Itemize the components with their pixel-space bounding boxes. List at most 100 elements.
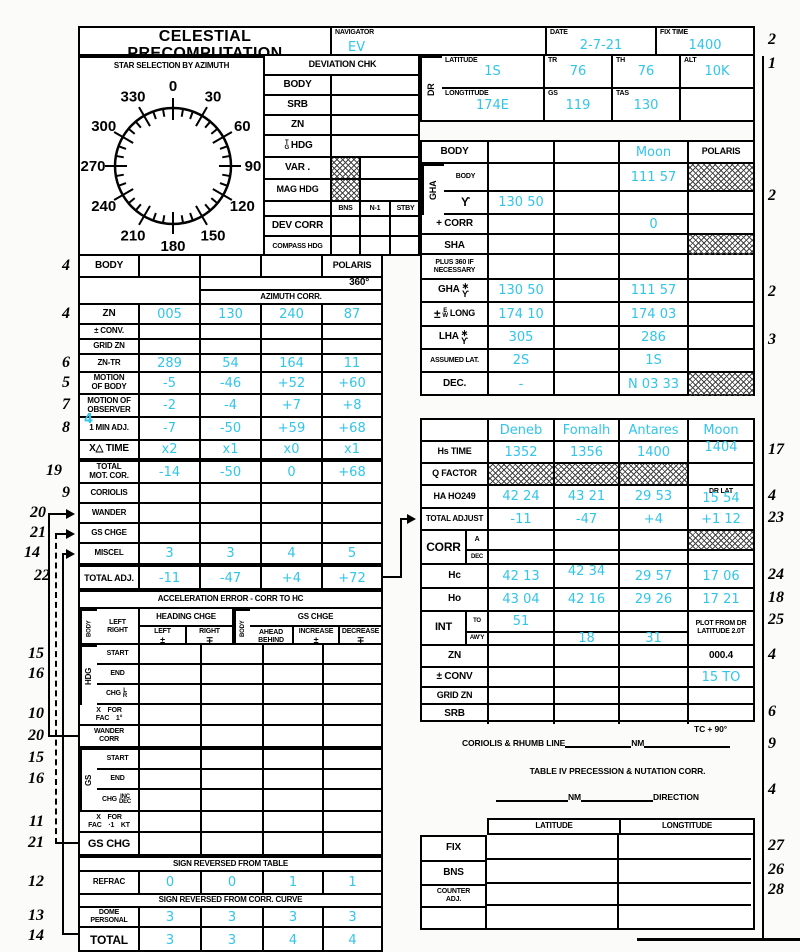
cell: -47 [555,509,620,531]
wander-corr-label: WANDER CORR [80,726,140,748]
svg-text:270: 270 [80,158,105,175]
row-label: DEV CORR [265,217,332,237]
cell: 286 [620,327,689,350]
heading-chge-header: HEADING CHGE [140,609,234,627]
cell: 4 [262,544,323,565]
deviation-chk-title: DEVIATION CHK [265,56,420,76]
cell [264,645,324,665]
col-label-n1: N-1 [361,202,391,217]
step-number: 13 [28,907,44,924]
step-number: 25 [768,611,784,628]
fix-label: FIX [422,837,485,862]
step-number: 4 [62,305,70,322]
star-selection-box: STAR SELECTION BY AZIMUTH [78,56,265,256]
cell: 3 [264,908,324,928]
connector-gschge [55,842,78,844]
cell [332,116,420,136]
date-value: 2-7-21 [579,37,623,53]
cell: 29 53 [620,486,689,509]
azimuth-corr-label: AZIMUTH CORR. [201,291,381,305]
corr-label: CORR [422,531,467,565]
connector-miscel [62,933,78,935]
cell [264,770,324,790]
shot-table: Deneb Fomalh Antares Moon Hs TIME 1352 1356 1… [420,418,755,724]
connector-total-adj [383,576,402,578]
cell: x1 [201,441,262,460]
sha-label: SHA [422,235,489,257]
cell [489,633,555,646]
form-header: CELESTIAL PRECOMPUTATION NAVIGATOR EV DAT… [78,26,755,65]
longitude-field: LONGTITUDE 174E [442,89,545,122]
cell: 0 [140,872,202,895]
cell [332,96,420,116]
cell: +60 [323,373,381,395]
cell [489,255,555,280]
cell [140,726,202,748]
cell: 42 16 [555,589,620,612]
cell: -2 [140,395,201,418]
row-label: START [97,645,140,665]
connector-miscel [62,553,64,935]
svg-text:300: 300 [91,118,116,135]
step-number: 2 [768,187,776,204]
bottom-right-rule [637,938,800,941]
svg-text:150: 150 [200,227,225,244]
cell: -50 [201,460,262,484]
cell: 17 21 [689,589,753,612]
cell: 0 [262,460,323,484]
step-number: 14 [24,544,40,561]
cell [201,504,262,524]
step-number: 9 [62,484,70,501]
fix-values [487,835,755,930]
cell [555,705,620,724]
row-label: CHG INC DEC [97,790,140,812]
cell: 51 [489,612,555,633]
cell: 3 [324,908,381,928]
cell [620,255,689,280]
row-label: MISCEL [80,544,140,565]
step-number: 22 [34,567,50,584]
gs-chge-header: GS CHGE [250,609,381,627]
plot-from-note: PLOT FROM DR LATITUDE 2.0T [689,612,753,646]
cell [619,906,751,930]
blank-line [581,792,654,802]
cell [324,770,381,790]
cell: 174 10 [489,303,555,327]
step-number: 1 [768,55,776,72]
body-col-moon: Moon [689,420,753,442]
cell [140,685,202,705]
cell [555,646,620,668]
cell [264,748,324,770]
cell [323,484,381,504]
cell: 29 57 [620,565,689,589]
navigator-label: NAVIGATOR [335,29,375,36]
cell: 43 04 [489,589,555,612]
cell [323,524,381,544]
accel-title: ACCELERATION ERROR - CORR TO HC [80,592,381,609]
cell: +4 [620,509,689,531]
counter-adj-label: COUNTER ADJ. [422,886,485,908]
cell: 15 TO [689,668,753,688]
connector-gschge [55,533,57,844]
cell: 005 [140,305,201,325]
cell [140,645,202,665]
tr-field: TR 76 [545,56,613,89]
cell [324,685,381,705]
cell [555,303,620,327]
right-margin-rule [762,56,764,940]
table-iv-note: TABLE IV PRECESSION & NUTATION CORR. [529,766,706,776]
row-label: CORIOLIS [80,484,140,504]
cell: 1352 [489,442,555,464]
total-label: TOTAL [80,928,140,952]
grid-zn-label: GRID ZN [422,688,489,705]
cell [489,646,555,668]
int-label: INT [422,612,467,646]
body-rot-label: BODY [80,609,97,647]
row-label: START [97,748,140,770]
cell: +8 [323,395,381,418]
cell [620,192,689,215]
azimuth-table: BODY POLARIS 360° AZIMUTH CORR. ZN 005 130 2… [78,256,383,590]
cell: 0 [620,215,689,235]
gs-field: GS 119 [545,89,613,122]
cell [555,612,620,633]
